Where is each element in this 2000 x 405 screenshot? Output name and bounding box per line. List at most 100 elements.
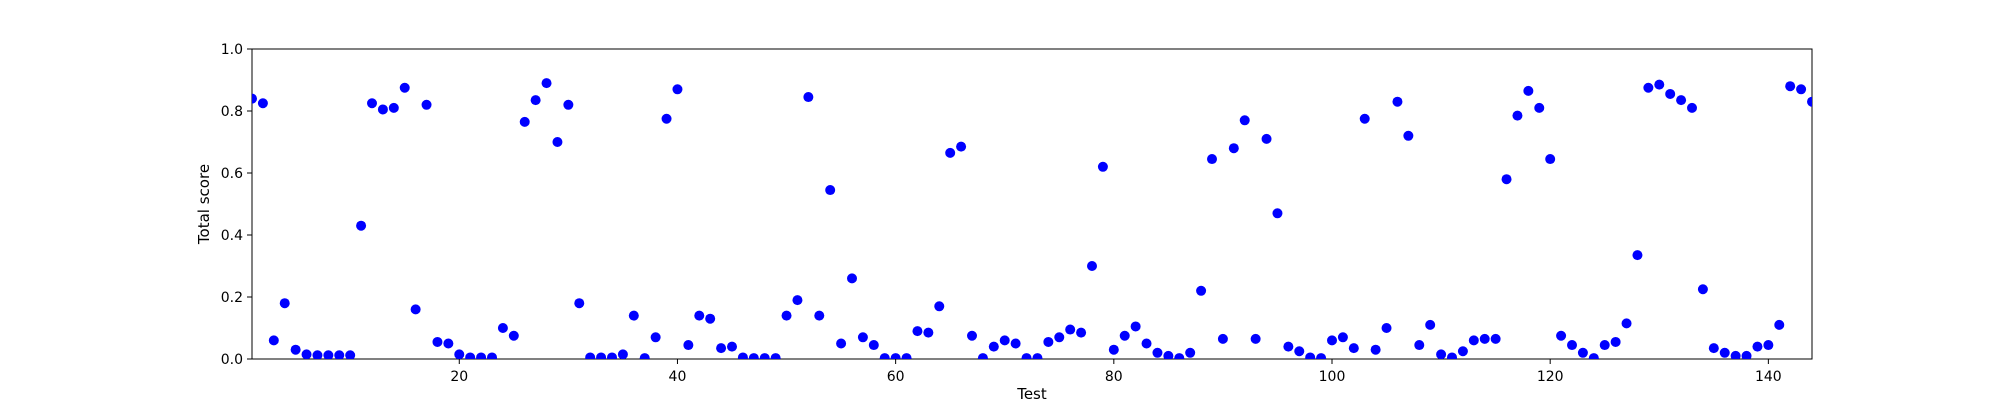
data-point [1697,284,1708,295]
data-point [399,82,410,93]
data-point [857,332,868,343]
data-point [1119,330,1130,341]
data-point [530,95,541,106]
data-point [912,326,923,337]
data-point [596,352,607,359]
x-tick-label: 40 [669,369,687,385]
data-point [1108,344,1119,355]
data-point [879,353,890,359]
data-point [716,343,727,354]
data-point [814,310,825,321]
data-point [967,330,977,341]
data-point [617,349,628,359]
data-point [988,341,999,352]
data-point [770,353,781,359]
y-tick-label: 0.8 [221,104,243,120]
data-point [1588,353,1599,359]
data-point [792,295,803,306]
data-point [694,310,705,321]
data-point [290,344,301,355]
data-point [1163,350,1174,359]
data-point [1381,323,1392,333]
data-point [1359,113,1370,124]
data-point [999,335,1010,346]
data-point [1599,340,1610,351]
y-tick-label: 0.0 [221,352,243,368]
data-point [1196,285,1207,296]
data-point [607,352,617,359]
data-point [1577,347,1588,358]
data-point [1097,161,1108,172]
data-point [465,352,476,359]
data-point [1370,344,1381,355]
data-point [541,78,552,89]
data-point [279,298,290,309]
y-axis-label: Total score [195,164,213,245]
data-point [737,352,748,359]
data-point [454,349,465,359]
data-point [574,298,585,309]
data-point [650,332,661,343]
x-tick-label: 100 [1319,369,1346,385]
data-point [323,350,334,359]
data-point [410,304,421,315]
data-point [1152,347,1163,358]
data-point [803,92,814,103]
y-tick-label: 0.4 [221,228,243,244]
data-point [945,147,956,158]
data-point [1414,340,1425,351]
data-point [628,310,639,321]
y-tick-label: 0.6 [221,166,243,182]
data-point [377,104,388,115]
data-point [421,99,432,110]
data-point [1316,353,1327,359]
data-point [1665,88,1676,99]
data-point [1447,352,1457,359]
data-point [508,330,519,341]
data-point [1141,338,1152,349]
x-axis-label: Test [1016,385,1047,400]
data-point [1425,319,1436,330]
data-point [1763,340,1774,351]
data-point [748,353,759,359]
data-point [1272,208,1283,219]
data-points [252,78,1812,359]
data-point [563,99,574,110]
data-point [1207,154,1217,165]
data-point [312,350,323,359]
data-point [443,338,454,349]
data-point [1567,340,1577,351]
data-point [1436,349,1447,359]
data-point [487,352,497,359]
data-point [1337,332,1348,343]
data-point [1185,347,1196,358]
x-tick-label: 60 [887,369,905,385]
data-point [1687,102,1697,113]
data-point [825,185,836,196]
data-point [868,340,879,351]
data-point [1468,335,1479,346]
data-point [1774,319,1785,330]
x-tick-label: 80 [1105,369,1123,385]
x-tick-label: 140 [1755,369,1782,385]
x-tick-label: 120 [1537,369,1564,385]
data-point [1076,327,1087,338]
data-point [923,327,934,338]
plot-area-frame [251,48,1813,360]
data-point [934,301,945,312]
data-point [890,353,901,359]
data-point [585,352,596,359]
data-point [683,340,694,351]
data-point [388,102,399,113]
y-axis-ticks: 0.0 0.2 0.4 0.6 0.8 1.0 [221,42,252,368]
data-point [1327,335,1337,346]
data-point [1021,353,1032,359]
data-point [781,310,792,321]
data-point [1490,333,1501,344]
data-point [1752,341,1763,352]
data-point [847,273,857,284]
data-point [1087,261,1097,271]
data-point [1054,332,1065,343]
